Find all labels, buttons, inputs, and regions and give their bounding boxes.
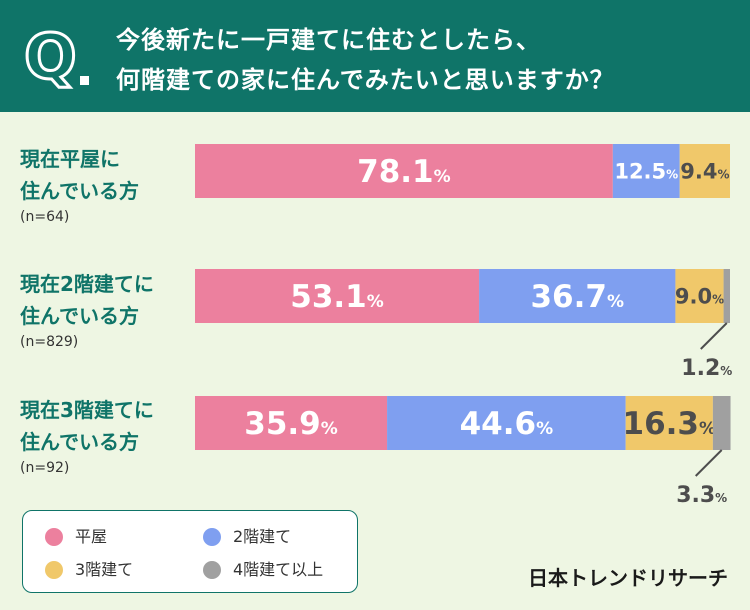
category-label-line1: 現在2階建てに <box>20 272 154 296</box>
category-label-line2: 住んでいる方 <box>20 430 139 454</box>
bar-segment <box>195 269 480 323</box>
data-label: 9.4% <box>680 160 729 184</box>
category-sample-size: (n=64) <box>20 209 70 225</box>
data-label: 16.3% <box>623 406 717 442</box>
data-label: 1.2% <box>681 356 732 381</box>
legend-swatch <box>203 528 221 546</box>
legend-label: 3階建て <box>75 560 134 579</box>
legend-label: 平屋 <box>75 527 108 546</box>
bar-segment <box>195 144 613 198</box>
data-label: 35.9% <box>244 406 338 442</box>
category-label-line1: 現在3階建てに <box>20 398 154 422</box>
data-label: 44.6% <box>460 406 554 442</box>
data-label: 36.7% <box>530 279 624 315</box>
bar-segment <box>712 396 731 450</box>
bar-segment <box>195 396 388 450</box>
data-label: 53.1% <box>290 279 384 315</box>
question-title-line2: 何階建ての家に住んでみたいと思いますか？ <box>116 66 615 94</box>
category-sample-size: (n=92) <box>20 460 70 476</box>
q-icon: Q <box>23 22 89 92</box>
legend-label: 2階建て <box>233 527 292 546</box>
leader-line <box>695 449 723 477</box>
legend-swatch <box>45 528 63 546</box>
bar-segment <box>625 396 713 450</box>
bar-segment <box>723 269 730 323</box>
data-label: 3.3% <box>676 483 727 508</box>
category-sample-size: (n=829) <box>20 334 79 350</box>
category-label-line1: 現在平屋に <box>20 147 120 171</box>
bar-segment <box>479 269 676 323</box>
category-label-line2: 住んでいる方 <box>20 304 139 328</box>
question-header: Q 今後新たに一戸建てに住むとしたら、 何階建ての家に住んでみたいと思いますか？ <box>0 0 750 112</box>
bar-segment <box>612 144 680 198</box>
legend-label: 4階建て以上 <box>233 560 324 579</box>
data-label: 78.1% <box>357 154 451 190</box>
bar-segment <box>679 144 730 198</box>
brand-logo-text: 日本トレンドリサーチ <box>528 566 728 590</box>
leader-line <box>700 322 728 350</box>
category-label-line2: 住んでいる方 <box>20 179 139 203</box>
data-label: 12.5% <box>614 160 678 184</box>
legend-swatch <box>45 561 63 579</box>
question-title-line1: 今後新たに一戸建てに住むとしたら、 <box>116 26 541 54</box>
legend: 平屋 2階建て 3階建て 4階建て以上 <box>22 510 358 593</box>
legend-swatch <box>203 561 221 579</box>
bar-segment <box>675 269 724 323</box>
data-label: 9.0% <box>675 285 724 309</box>
bar-segment <box>387 396 626 450</box>
q-letter: Q <box>24 22 77 92</box>
